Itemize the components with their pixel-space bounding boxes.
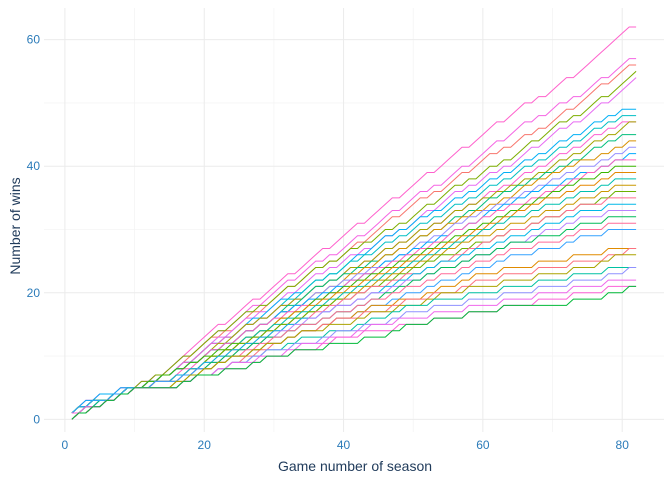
series-line-31	[71, 279, 637, 420]
x-tick-label: 60	[476, 438, 490, 452]
series-line-4	[71, 70, 637, 414]
y-tick-label: 0	[33, 412, 40, 426]
y-tick-label: 40	[27, 159, 41, 173]
x-tick-label: 40	[337, 438, 351, 452]
y-axis-title: Number of wins	[7, 177, 23, 274]
x-tick-label: 80	[616, 438, 630, 452]
series-line-15	[71, 165, 637, 414]
x-axis-title: Game number of season	[278, 458, 432, 474]
tick-labels: 0 20 40 60 80 0 20 40 60	[27, 33, 630, 452]
series-lines	[71, 26, 637, 420]
grid-lines	[44, 8, 664, 432]
series-line-1	[71, 26, 637, 414]
x-tick-label: 0	[62, 438, 69, 452]
y-tick-label: 60	[27, 33, 41, 47]
series-line-33	[71, 285, 637, 420]
y-tick-label: 20	[27, 286, 41, 300]
x-tick-label: 20	[198, 438, 212, 452]
